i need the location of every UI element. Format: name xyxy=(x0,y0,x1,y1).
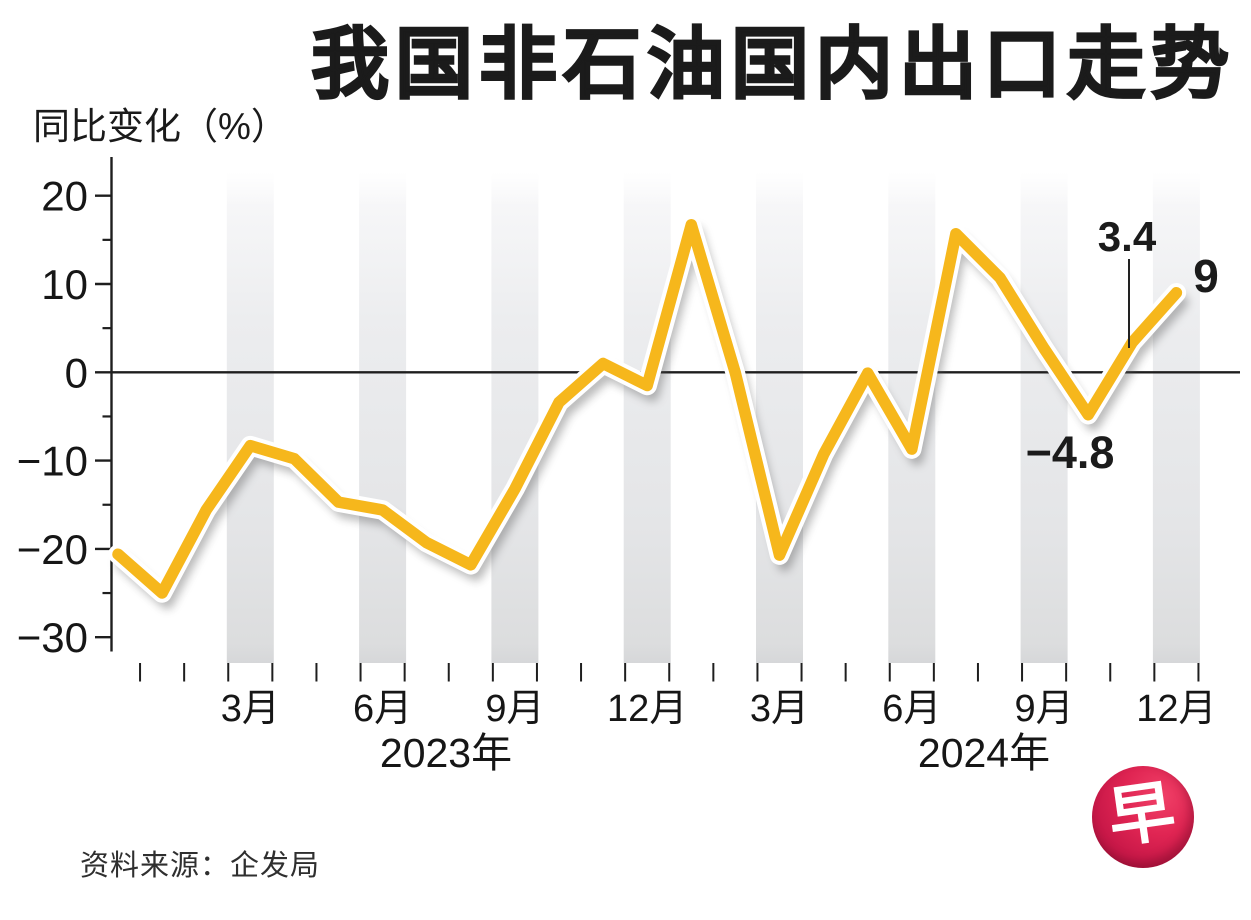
x-month-label: 9月 xyxy=(1015,688,1074,730)
month-band xyxy=(491,172,539,663)
y-axis-tick-labels: 20 10 0 −10 −20 −30 xyxy=(17,173,88,662)
y-tick-label: 10 xyxy=(41,261,88,308)
month-band xyxy=(359,172,407,663)
y-tick-label: 20 xyxy=(41,173,88,220)
quarter-shading-bands xyxy=(226,172,1200,663)
zaobao-logo-glyph: 早 xyxy=(1103,772,1180,856)
y-axis-title: 同比变化（%） xyxy=(33,106,288,147)
month-band xyxy=(226,172,274,663)
x-month-label: 6月 xyxy=(353,688,412,730)
x-axis-ticks xyxy=(139,663,1200,682)
month-band xyxy=(623,172,671,663)
nodx-series-line xyxy=(112,219,1183,599)
x-month-label: 3月 xyxy=(750,688,809,730)
source-note: 资料来源：企发局 xyxy=(80,850,321,882)
x-month-label: 6月 xyxy=(882,688,941,730)
x-month-label: 3月 xyxy=(221,688,280,730)
month-band xyxy=(1152,172,1200,663)
x-month-label: 12月 xyxy=(1136,688,1216,730)
y-tick-label: −10 xyxy=(17,438,88,485)
data-point-value-label: 9 xyxy=(1193,250,1219,302)
x-month-label: 9月 xyxy=(485,688,544,730)
page-title: 我国非石油国内出口走势 xyxy=(310,20,1235,108)
data-point-value-label: 3.4 xyxy=(1098,213,1157,260)
data-point-value-label: −4.8 xyxy=(1026,427,1115,478)
x-axis-labels: 3月 6月 9月 12月 3月 6月 9月 12月 2023年 2024年 xyxy=(221,688,1217,776)
month-band xyxy=(1020,172,1068,663)
month-band xyxy=(756,172,803,663)
x-month-label: 12月 xyxy=(607,688,687,730)
data-line xyxy=(108,215,1189,609)
year-label: 2023年 xyxy=(380,730,512,776)
y-tick-label: 0 xyxy=(65,349,88,396)
value-annotations: −4.8 3.4 9 xyxy=(1026,213,1219,478)
zaobao-logo: 早 xyxy=(1092,766,1194,868)
y-tick-label: −30 xyxy=(17,614,88,661)
year-label: 2024年 xyxy=(918,730,1050,776)
y-tick-label: −20 xyxy=(17,526,88,573)
